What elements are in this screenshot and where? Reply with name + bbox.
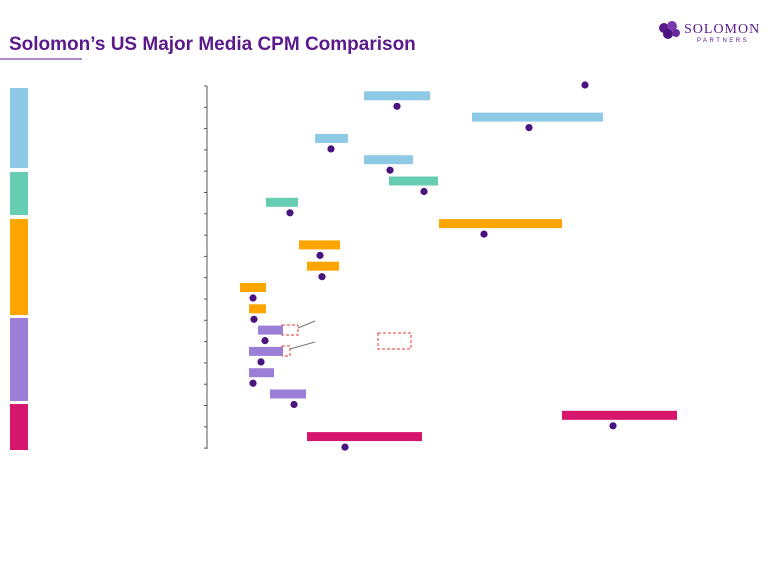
logo: SOLOMON PARTNERS [659,21,760,44]
logo-icon [672,29,680,37]
dot [393,102,401,110]
range-bar [249,368,274,378]
range-bar [439,219,562,229]
dot [316,251,324,259]
group-block [10,172,28,215]
range-bar [389,176,438,186]
range-bar [307,432,422,442]
connector [297,320,316,329]
range-bar [270,389,306,399]
range-bar [249,346,283,356]
dot [386,166,394,174]
range-bar [249,304,266,314]
range-bar [472,112,603,122]
dot [581,81,589,89]
logo-icon [667,21,677,31]
dot [480,230,488,238]
range-bar [258,325,283,335]
range-bar [315,133,348,143]
range-bar [364,155,413,165]
annotation-box [281,345,291,357]
range-bar [240,283,266,292]
chart-title: Solomon’s US Major Media CPM Comparison [9,34,416,55]
dot [318,273,326,281]
dot [257,358,265,366]
range-bar [307,261,339,271]
annotation-box [281,324,299,336]
range-bar [299,240,340,250]
dot [341,443,349,451]
logo-icon [663,29,673,39]
connector [289,341,316,350]
group-block [10,404,28,450]
group-block [10,88,28,168]
dot [249,294,257,302]
logo-sub: PARTNERS [697,38,749,44]
logo-name: SOLOMON [684,22,760,37]
dot [250,315,258,323]
dot [290,400,298,409]
dot [249,379,257,387]
dot [420,187,428,196]
range-bar [562,410,677,420]
dot [525,124,533,132]
group-block [10,219,28,315]
range-bar [364,91,430,101]
range-bar [266,197,298,207]
group-block [10,318,28,401]
dot [327,145,335,153]
dot [261,337,269,345]
dot [609,422,617,430]
dot [286,209,294,217]
annotation-box [377,332,412,350]
